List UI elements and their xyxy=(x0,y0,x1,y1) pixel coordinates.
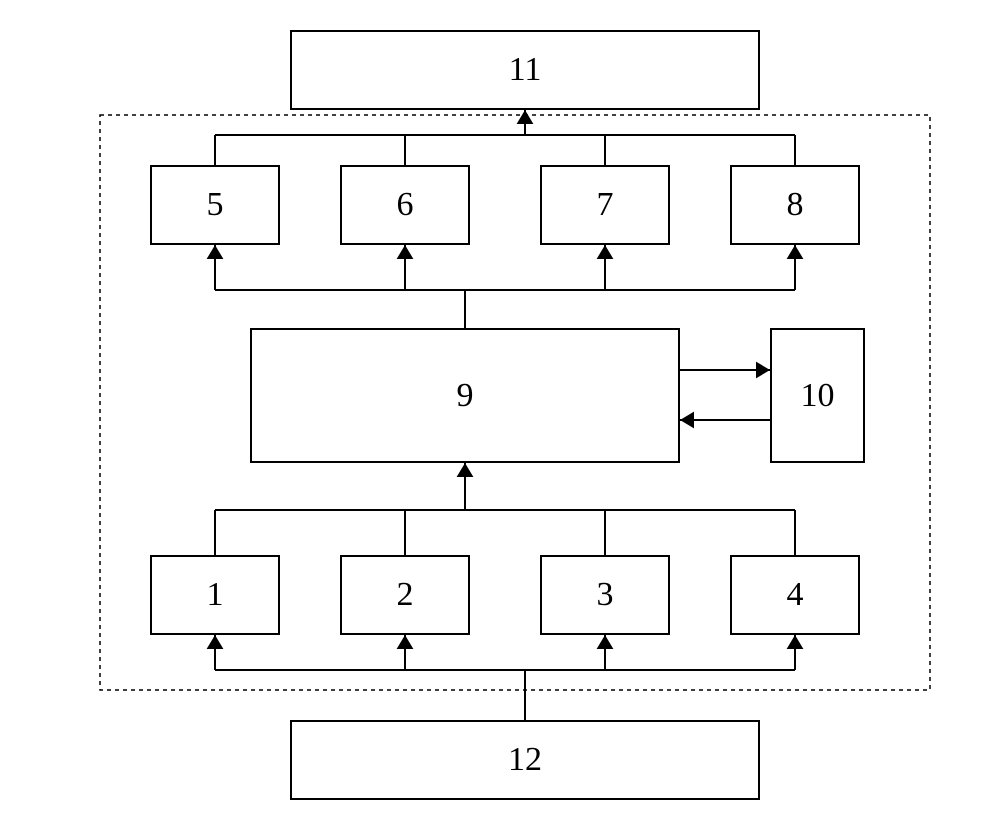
node-label: 12 xyxy=(508,741,542,779)
node-label: 10 xyxy=(801,377,835,415)
node-n1: 1 xyxy=(150,555,280,635)
node-n3: 3 xyxy=(540,555,670,635)
node-label: 8 xyxy=(787,186,804,224)
node-n8: 8 xyxy=(730,165,860,245)
node-label: 3 xyxy=(597,576,614,614)
node-n7: 7 xyxy=(540,165,670,245)
node-label: 6 xyxy=(397,186,414,224)
node-n4: 4 xyxy=(730,555,860,635)
node-n12: 12 xyxy=(290,720,760,800)
node-n11: 11 xyxy=(290,30,760,110)
node-label: 5 xyxy=(207,186,224,224)
node-label: 4 xyxy=(787,576,804,614)
node-label: 1 xyxy=(207,576,224,614)
node-n6: 6 xyxy=(340,165,470,245)
node-label: 11 xyxy=(509,51,542,89)
node-n10: 10 xyxy=(770,328,865,463)
diagram-stage: 115678910123412 xyxy=(0,0,1000,816)
node-n9: 9 xyxy=(250,328,680,463)
node-n5: 5 xyxy=(150,165,280,245)
node-label: 7 xyxy=(597,186,614,224)
node-label: 2 xyxy=(397,576,414,614)
node-n2: 2 xyxy=(340,555,470,635)
node-label: 9 xyxy=(457,377,474,415)
